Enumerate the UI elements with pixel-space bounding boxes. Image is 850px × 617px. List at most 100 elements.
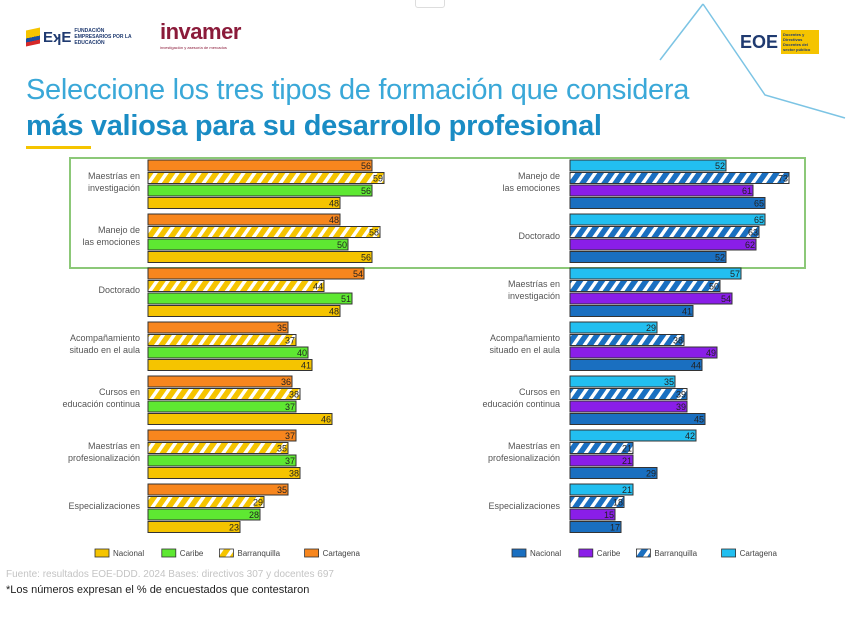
decorative-line <box>659 3 704 61</box>
bar-cartagena <box>569 267 742 280</box>
page-title: Seleccione los tres tipos de formación q… <box>26 72 816 144</box>
bar-caribe <box>147 292 353 305</box>
data-label: 57 <box>730 269 740 279</box>
bar-nacional <box>569 305 694 317</box>
bar-barranquilla <box>569 496 625 508</box>
category-label: Maestrías en profesionalización <box>68 441 140 463</box>
bar-cartagena <box>569 375 676 388</box>
bar-nacional <box>147 467 301 479</box>
bar-caribe <box>569 454 634 467</box>
bar-barranquilla <box>147 226 381 238</box>
category-label: Manejo de las emociones <box>502 171 560 193</box>
bar-nacional <box>569 251 727 263</box>
data-label: 41 <box>301 361 311 371</box>
data-label: 49 <box>706 348 716 358</box>
bar-nacional <box>147 197 341 209</box>
legend-swatch-cartagena <box>721 548 736 558</box>
eoe-logo-tag: Docentes y Directivos Docentes del secto… <box>781 30 820 54</box>
bar-caribe <box>569 184 754 197</box>
bar-caribe <box>147 184 373 197</box>
bar-caribe <box>569 400 688 413</box>
data-label: 73 <box>778 174 788 184</box>
data-label: 45 <box>694 415 704 425</box>
bar-caribe <box>147 454 297 467</box>
legend-label-cartagena: Cartagena <box>323 549 361 558</box>
bar-caribe <box>147 346 309 359</box>
data-label: 63 <box>748 228 758 238</box>
legend-swatch-nacional <box>511 548 527 558</box>
bar-nacional <box>569 521 622 533</box>
bar-nacional <box>569 197 766 209</box>
data-label: 59 <box>373 174 383 184</box>
bar-nacional <box>569 467 658 479</box>
bar-nacional <box>147 359 313 371</box>
bar-cartagena <box>147 267 365 280</box>
data-label: 41 <box>682 307 692 317</box>
invamer-logo-sub: investigación y asesoría de mercados <box>160 45 227 50</box>
data-label: 44 <box>691 361 701 371</box>
bar-barranquilla <box>569 280 721 292</box>
category-label: Acompañamiento situado en el aula <box>69 333 140 355</box>
data-label: 35 <box>277 323 287 333</box>
category-label: Cursos en educación continua <box>482 387 560 409</box>
data-label: 50 <box>709 282 719 292</box>
bar-cartagena <box>147 159 373 172</box>
data-label: 61 <box>742 186 752 196</box>
category-label: Maestrías en investigación <box>508 279 560 301</box>
data-label: 46 <box>321 415 331 425</box>
data-label: 17 <box>610 523 620 533</box>
bar-caribe <box>569 238 757 251</box>
data-label: 36 <box>281 377 291 387</box>
legend-label-nacional: Nacional <box>530 549 561 558</box>
bar-caribe <box>147 508 261 521</box>
data-label: 38 <box>289 469 299 479</box>
bar-barranquilla <box>569 172 790 184</box>
fee-logo: EʞE FUNDACIÓN EMPRESARIOS POR LA EDUCACI… <box>26 27 136 47</box>
bar-barranquilla <box>147 334 297 346</box>
data-label: 35 <box>664 377 674 387</box>
data-label: 35 <box>277 485 287 495</box>
data-label: 42 <box>685 431 695 441</box>
data-label: 51 <box>341 294 351 304</box>
category-label: Maestrías en profesionalización <box>488 441 560 463</box>
top-toolbar-button[interactable] <box>415 0 445 8</box>
data-label: 28 <box>249 510 259 520</box>
legend-swatch-caribe <box>161 548 177 558</box>
bar-barranquilla <box>569 334 685 346</box>
category-label: Especializaciones <box>68 501 140 511</box>
data-label: 65 <box>754 215 764 225</box>
bar-caribe <box>569 508 616 521</box>
data-label: 56 <box>361 253 371 263</box>
data-label: 18 <box>613 498 623 508</box>
bar-cartagena <box>147 321 289 334</box>
bar-nacional <box>147 251 373 263</box>
invamer-logo-text: invamer <box>160 19 241 44</box>
data-label: 50 <box>337 240 347 250</box>
bar-caribe <box>147 400 297 413</box>
legend-swatch-barranquilla <box>218 548 234 558</box>
bar-cartagena <box>569 159 727 172</box>
data-label: 62 <box>745 240 755 250</box>
legend-label-cartagena: Cartagena <box>740 549 778 558</box>
data-label: 48 <box>329 215 339 225</box>
data-label: 54 <box>353 269 363 279</box>
category-label: Maestrías en investigación <box>88 171 140 193</box>
bar-barranquilla <box>147 388 301 400</box>
legend-swatch-caribe <box>578 548 594 558</box>
source-text: Fuente: resultados EOE-DDD. 2024 Bases: … <box>6 569 334 580</box>
data-label: 38 <box>289 390 299 400</box>
title-underline <box>26 146 91 149</box>
decorative-line <box>702 3 846 119</box>
bar-barranquilla <box>147 280 325 292</box>
bar-barranquilla <box>569 388 688 400</box>
bar-caribe <box>569 292 733 305</box>
bar-cartagena <box>569 483 634 496</box>
fee-logo-mark: EʞE <box>43 28 72 46</box>
bar-nacional <box>569 413 706 425</box>
eoe-logo-mark: EOE <box>740 31 779 52</box>
data-label: 39 <box>676 390 686 400</box>
data-label: 37 <box>285 456 295 466</box>
legend-swatch-nacional <box>94 548 110 558</box>
data-label: 21 <box>622 444 632 454</box>
